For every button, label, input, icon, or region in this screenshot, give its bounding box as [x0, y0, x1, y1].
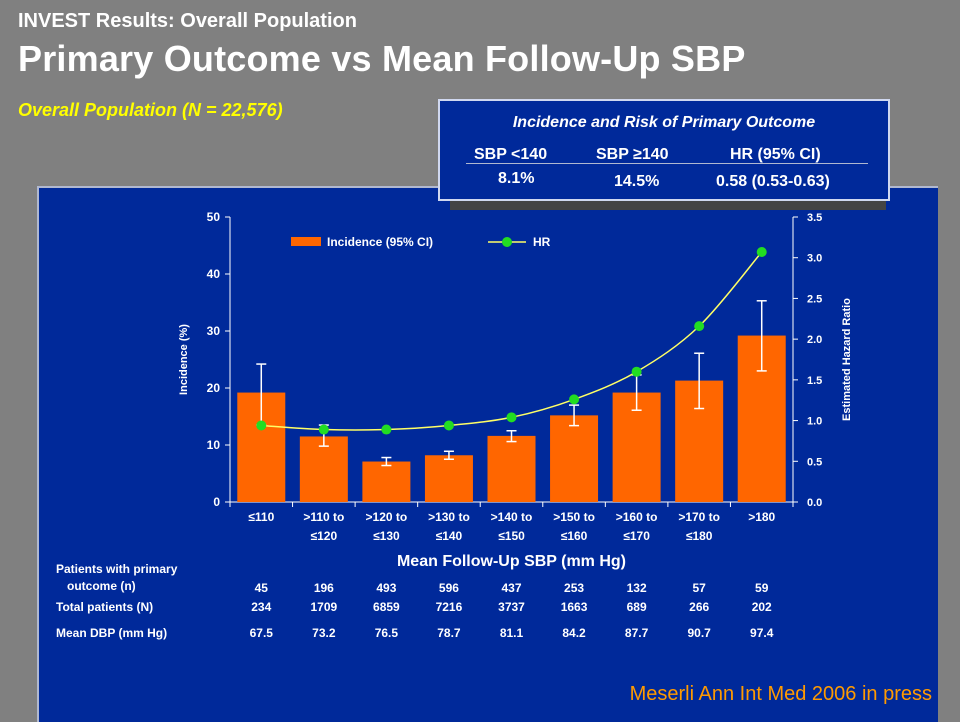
y-axis-title-left: Incidence (%) [178, 324, 190, 395]
table-cell: 253 [564, 581, 584, 595]
x-category-label: ≤160 [561, 529, 588, 543]
table-cell: 437 [501, 581, 521, 595]
table-cell: 1663 [561, 600, 588, 614]
legend-label-incidence: Incidence (95% CI) [327, 235, 433, 249]
x-category-label: >140 to [491, 510, 533, 524]
table-cell: 234 [251, 600, 271, 614]
hr-point [506, 412, 517, 423]
table-cell: 3737 [498, 600, 525, 614]
legend-label-hr: HR [533, 235, 551, 249]
y-tick-label-right: 1.5 [807, 375, 822, 387]
x-category-label: ≤110 [248, 510, 274, 524]
x-category-label: >160 to [616, 510, 658, 524]
x-category-label: >120 to [366, 510, 408, 524]
table-cell: 689 [627, 600, 647, 614]
y-tick-label-left: 10 [207, 438, 221, 452]
hr-point [381, 424, 392, 435]
hr-point [756, 247, 767, 258]
hr-point [694, 321, 705, 332]
hr-point [443, 420, 454, 431]
infobox: Incidence and Risk of Primary Outcome SB… [438, 99, 890, 201]
table-cell: 78.7 [437, 626, 461, 640]
hr-point [318, 424, 329, 435]
infobox-col1-head: SBP <140 [474, 146, 548, 163]
y-tick-label-right: 2.5 [807, 293, 822, 305]
x-category-label: ≤170 [623, 529, 650, 543]
x-category-label: >150 to [553, 510, 595, 524]
table-cell: 73.2 [312, 626, 336, 640]
x-category-label: >110 to [303, 510, 344, 524]
infobox-col3-value: 0.58 (0.53-0.63) [716, 173, 830, 190]
y-tick-label-right: 1.0 [807, 416, 822, 428]
hr-point [569, 394, 580, 405]
table-cell: 81.1 [500, 626, 524, 640]
hr-line [261, 251, 763, 431]
table-cell: 596 [439, 581, 459, 595]
table-cell: 132 [627, 581, 647, 595]
table-cell: 67.5 [250, 626, 274, 640]
x-category-label: ≤180 [686, 529, 713, 543]
table-cell: 84.2 [562, 626, 586, 640]
incidence-bar [487, 435, 536, 502]
table-cell: 45 [255, 581, 269, 595]
x-category-label: >130 to [428, 510, 470, 524]
table-row-label: outcome (n) [67, 579, 136, 593]
y-tick-label-left: 20 [207, 381, 221, 395]
x-category-label: ≤140 [436, 529, 463, 543]
table-cell: 1709 [310, 600, 337, 614]
y-tick-label-right: 0.5 [807, 456, 822, 468]
x-category-label: ≤130 [373, 529, 400, 543]
infobox-col2-value: 14.5% [614, 173, 660, 190]
table-cell: 7216 [436, 600, 463, 614]
table-cell: 57 [692, 581, 706, 595]
table-cell: 493 [376, 581, 396, 595]
y-tick-label-right: 0.0 [807, 497, 822, 509]
table-row-label: Mean DBP (mm Hg) [56, 626, 167, 640]
population-subtitle: Overall Population (N = 22,576) [18, 100, 283, 120]
hr-point [256, 420, 267, 431]
y-tick-label-left: 30 [207, 324, 221, 338]
table-cell: 97.4 [750, 626, 774, 640]
incidence-bar [299, 436, 348, 502]
infobox-col2-head: SBP ≥140 [596, 146, 669, 163]
kicker-title: INVEST Results: Overall Population [18, 10, 357, 32]
x-category-label: >180 [748, 510, 775, 524]
y-tick-label-right: 2.0 [807, 334, 822, 346]
y-tick-label-left: 50 [207, 210, 221, 224]
table-cell: 59 [755, 581, 769, 595]
table-cell: 90.7 [687, 626, 711, 640]
y-tick-label-left: 0 [213, 495, 220, 509]
table-cell: 202 [752, 600, 772, 614]
table-row-label: Total patients (N) [56, 600, 153, 614]
table-row-label: Patients with primary [56, 562, 178, 576]
incidence-bar [550, 415, 599, 502]
infobox-col1-value: 8.1% [498, 170, 535, 187]
infobox-title: Incidence and Risk of Primary Outcome [512, 114, 816, 131]
x-category-label: ≤150 [498, 529, 525, 543]
table-cell: 196 [314, 581, 334, 595]
table-cell: 266 [689, 600, 709, 614]
table-cell: 76.5 [375, 626, 399, 640]
infobox-col3-head: HR (95% CI) [730, 146, 821, 163]
y-axis-title-right: Estimated Hazard Ratio [841, 298, 853, 421]
table-cell: 6859 [373, 600, 400, 614]
y-tick-label-left: 40 [207, 267, 221, 281]
table-cell: 87.7 [625, 626, 649, 640]
y-tick-label-right: 3.0 [807, 253, 822, 265]
hr-point [631, 366, 642, 377]
citation: Meserli Ann Int Med 2006 in press [629, 683, 932, 705]
incidence-bar [362, 461, 411, 502]
y-tick-label-right: 3.5 [807, 212, 822, 224]
x-axis-title: Mean Follow-Up SBP (mm Hg) [397, 553, 626, 570]
incidence-bar [424, 455, 473, 502]
x-category-label: >170 to [678, 510, 720, 524]
infobox-rule [466, 163, 868, 164]
legend-swatch-hr-point [502, 237, 512, 247]
legend-swatch-incidence [291, 237, 321, 246]
x-category-label: ≤120 [311, 529, 338, 543]
page-title: Primary Outcome vs Mean Follow-Up SBP [18, 38, 746, 79]
